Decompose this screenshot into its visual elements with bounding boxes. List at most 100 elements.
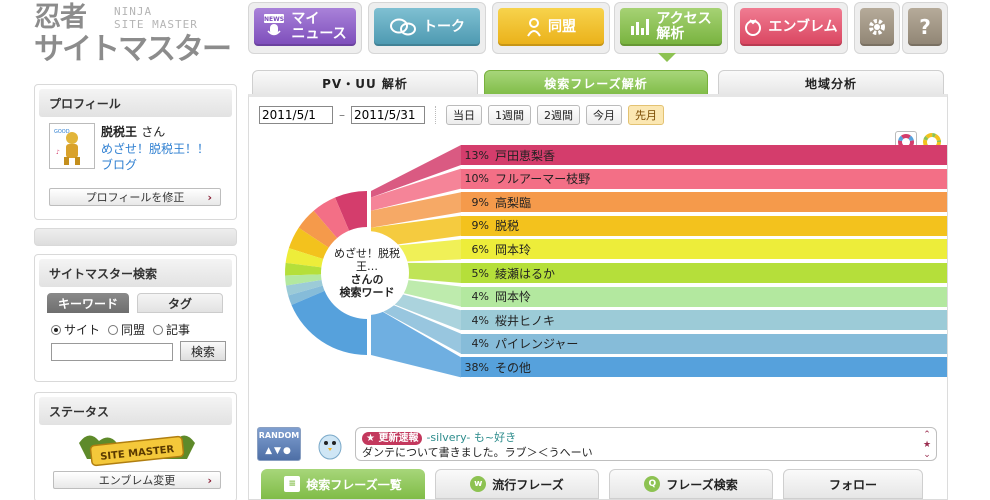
- radio-article-dot: [153, 325, 164, 335]
- nav-talk[interactable]: トーク: [368, 2, 486, 54]
- phrase-bar[interactable]: 13% 戸田恵梨香: [461, 145, 947, 165]
- funnel-connector: [371, 304, 461, 378]
- change-emblem-button[interactable]: エンブレム変更 ›: [53, 471, 221, 489]
- period-1week-button[interactable]: 1週間: [488, 105, 531, 125]
- site-search-panel: サイトマスター検索 キーワード タグ サイト 同盟 記事 検索: [34, 254, 237, 382]
- tab-trending-phrases[interactable]: w 流行フレーズ: [435, 469, 599, 499]
- phrase-bar[interactable]: 4% 桜井ヒノキ: [461, 310, 947, 331]
- www-icon: w: [470, 476, 487, 492]
- phrase-percent: 9%: [471, 195, 489, 209]
- person-icon: [526, 17, 542, 37]
- bar-chart-icon: [630, 18, 650, 36]
- period-this-month-button[interactable]: 今月: [586, 105, 622, 125]
- news-scroll-controls[interactable]: ⌃ ★ ⌄: [922, 430, 932, 460]
- ring-segment: [313, 197, 350, 239]
- radio-site[interactable]: サイト: [51, 321, 100, 338]
- news-author[interactable]: -silvery- も~好き: [426, 431, 517, 444]
- tab-phrase-list[interactable]: ≡ 検索フレーズ一覧: [261, 469, 425, 499]
- status-title: ステータス: [39, 397, 232, 425]
- nav-emblem[interactable]: エンブレム: [734, 2, 848, 54]
- logo-sub-line-1: NINJA: [114, 5, 153, 18]
- phrase-bar[interactable]: 9% 脱税: [461, 215, 947, 236]
- news-bubble[interactable]: ★ 更新速報 -silvery- も~好き ダンテについて書きました。ラブ＞＜うへ…: [355, 427, 937, 461]
- phrase-bar[interactable]: 38% その他: [461, 357, 947, 378]
- radio-article[interactable]: 記事: [153, 321, 190, 338]
- phrase-percent: 4%: [471, 290, 489, 304]
- period-last-month-button[interactable]: 先月: [628, 105, 664, 125]
- nav-alliance[interactable]: 同盟: [492, 2, 610, 54]
- nav-my-news[interactable]: NEWS マイ ニュース: [248, 2, 362, 54]
- site-search-button[interactable]: 検索: [180, 341, 226, 361]
- tab-trending-phrases-label: 流行フレーズ: [492, 477, 564, 492]
- phrase-label: フルアーマー枝野: [495, 172, 591, 187]
- phrase-label: 岡本怜: [495, 290, 532, 305]
- tab-keyword-label: キーワード: [57, 296, 118, 311]
- tab-follow-label: フォロー: [828, 477, 877, 492]
- tab-keyword[interactable]: キーワード: [47, 293, 129, 313]
- profile-name-suffix: さん: [141, 125, 166, 139]
- ring-segment: [285, 248, 324, 268]
- nav-access-analysis[interactable]: アクセス 解析: [614, 2, 728, 54]
- radio-alliance-dot: [108, 325, 119, 335]
- radio-site-label: サイト: [64, 323, 101, 337]
- avatar[interactable]: GOOD ♪: [49, 123, 95, 169]
- phrase-percent: 38%: [464, 360, 489, 374]
- date-from-input[interactable]: [259, 106, 333, 124]
- edit-profile-button[interactable]: プロフィールを修正 ›: [49, 188, 221, 206]
- site-search-input[interactable]: [51, 343, 173, 361]
- tab-region[interactable]: 地域分析: [718, 70, 944, 96]
- chevron-right-icon: ›: [207, 191, 212, 204]
- ring-segment: [285, 262, 322, 276]
- logo-text: 忍者 サイトマスター: [34, 2, 232, 66]
- change-emblem-label: エンブレム変更: [98, 474, 176, 487]
- period-2week-button[interactable]: 2週間: [537, 105, 580, 125]
- phrase-bar[interactable]: 4% 岡本怜: [461, 286, 947, 307]
- period-today-button[interactable]: 当日: [446, 105, 482, 125]
- random-arrows-icon: ▲▼●: [265, 446, 293, 456]
- logo-subtitle: NINJA SITE MASTER: [114, 5, 198, 31]
- radio-article-label: 記事: [166, 323, 191, 337]
- phrase-label: 岡本玲: [495, 242, 532, 257]
- phrase-bar[interactable]: 10% フルアーマー枝野: [461, 168, 947, 189]
- phrase-bar[interactable]: 6% 岡本玲: [461, 239, 947, 260]
- phrase-percent: 10%: [464, 172, 489, 186]
- tab-follow[interactable]: フォロー: [783, 469, 923, 499]
- status-panel: ステータス SITE MASTER エンブレム変更 ›: [34, 392, 237, 500]
- tab-phrase-list-label: 検索フレーズ一覧: [306, 477, 402, 492]
- mic-icon: NEWS: [263, 14, 285, 40]
- nav-access-analysis-label-line-2: 解析: [656, 26, 685, 42]
- tab-search-phrase[interactable]: 検索フレーズ解析: [484, 70, 708, 96]
- random-button[interactable]: RANDOM ▲▼●: [257, 427, 301, 461]
- svg-text:GOOD: GOOD: [54, 129, 70, 135]
- chart-center-title: めざせ！脱税王…: [334, 247, 400, 273]
- phrase-label: 脱税: [495, 219, 520, 234]
- tab-pv-uu[interactable]: PV・UU 解析: [252, 70, 478, 96]
- profile-name: 脱税王 さん: [101, 123, 165, 140]
- logo-line-1: 忍者: [34, 2, 87, 33]
- analysis-content: – 当日 1週間 2週間 今月 先月 13% 戸田恵梨香 10% フルアーマー枝野 9%…: [248, 94, 948, 500]
- active-nav-pointer: [658, 53, 676, 62]
- phrase-bar[interactable]: 5% 綾瀬はるか: [461, 263, 947, 283]
- chat-icon: [389, 17, 417, 37]
- divider: [435, 106, 436, 124]
- tab-tag[interactable]: タグ: [137, 293, 223, 313]
- chart-center-sub2: 検索ワード: [339, 286, 395, 299]
- sidebar-spacer-bar: [34, 228, 237, 246]
- phrase-bar[interactable]: 4% パイレンジャー: [461, 333, 947, 354]
- nav-settings[interactable]: [854, 2, 900, 54]
- radio-alliance[interactable]: 同盟: [108, 321, 145, 338]
- nav-access-analysis-label: アクセス 解析: [656, 12, 711, 42]
- profile-blog-link-line-1: めざせ！脱税王！！: [101, 142, 210, 156]
- main-panel: PV・UU 解析 検索フレーズ解析 地域分析 – 当日 1週間 2週間 今月 先…: [248, 68, 948, 500]
- profile-blog-link[interactable]: めざせ！脱税王！！ ブログ: [101, 141, 209, 173]
- tab-tag-label: タグ: [167, 296, 192, 311]
- nav-help[interactable]: ?: [902, 2, 948, 54]
- date-to-input[interactable]: [351, 106, 425, 124]
- svg-text:♪: ♪: [56, 149, 60, 156]
- site-logo[interactable]: 忍者 サイトマスター NINJA SITE MASTER: [30, 2, 240, 66]
- funnel-connector: [371, 192, 461, 228]
- news-badge-label: 更新速報: [378, 433, 419, 444]
- ring-segment: [285, 274, 322, 286]
- phrase-bar[interactable]: 9% 高梨臨: [461, 192, 947, 213]
- tab-phrase-search[interactable]: Q フレーズ検索: [609, 469, 773, 499]
